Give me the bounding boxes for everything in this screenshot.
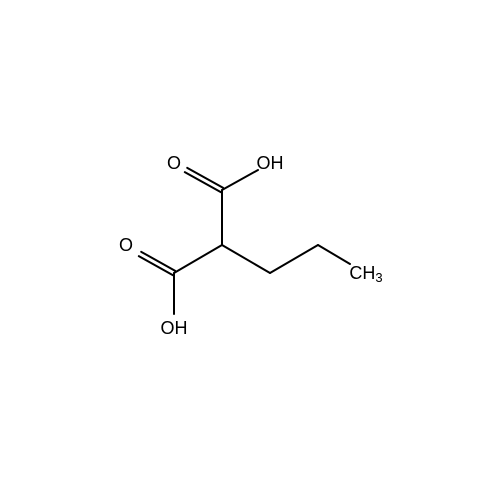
atom-label: O [167, 153, 181, 173]
atom-label: CH3 [349, 263, 382, 285]
atom-label: OH [257, 153, 284, 173]
atom-label: OH [161, 318, 188, 338]
molecule-diagram: O OH O OH CH3 [0, 0, 500, 500]
atom-label: O [119, 235, 133, 255]
